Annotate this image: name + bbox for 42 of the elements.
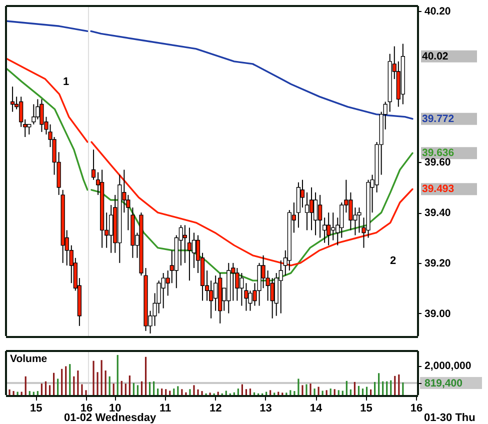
candlestick [326, 212, 331, 246]
x-tick-label: 10 [108, 402, 122, 414]
text: 40.02 [422, 50, 448, 62]
candlestick [192, 232, 196, 268]
x-tick-label: 16 [410, 402, 423, 414]
x-tick-label: 14 [310, 402, 324, 414]
y-tick-label: 39.60 [424, 156, 451, 169]
line-series [90, 141, 414, 266]
candlestick [309, 186, 314, 231]
candlestick [187, 227, 192, 282]
y-tick-label: 2,000,000 [424, 360, 472, 372]
y-tick-label: 819,400 [424, 377, 463, 390]
y-tick-label: 40.20 [424, 6, 451, 18]
candlestick [182, 224, 187, 264]
y-tick-label: 39.20 [424, 257, 451, 270]
chart-title: Volume [10, 353, 48, 365]
candlestick [357, 207, 362, 234]
x-tick-label: 11 [160, 402, 172, 414]
x-tick-label: 12 [209, 402, 222, 414]
x-tick-label: 15 [360, 402, 372, 414]
candlestick [270, 278, 274, 319]
data-label: 39.636 [422, 147, 454, 160]
candlestick [10, 86, 15, 112]
candlestick [235, 267, 240, 302]
candlestick [91, 149, 96, 180]
x-tick-label: 13 [260, 402, 272, 414]
y-tick-label: 39.00 [424, 308, 451, 320]
candlestick [278, 260, 283, 314]
candlestick [313, 192, 318, 236]
text: 01-02 Wednesday [64, 412, 157, 424]
annotation: 1 [62, 76, 70, 88]
candlestick [322, 217, 327, 244]
y-tick-label: 39.40 [424, 207, 451, 220]
text: 01-30 Thu [424, 412, 476, 424]
candlestick [27, 124, 32, 135]
annotation: 2 [390, 255, 396, 267]
data-label: 39.493 [422, 183, 454, 196]
x-tick-label: 16 [80, 402, 93, 414]
candlestick [304, 192, 310, 231]
data-label: 39.772 [422, 112, 454, 125]
candlestick [244, 282, 248, 312]
x-tick-label: 15 [30, 402, 42, 414]
